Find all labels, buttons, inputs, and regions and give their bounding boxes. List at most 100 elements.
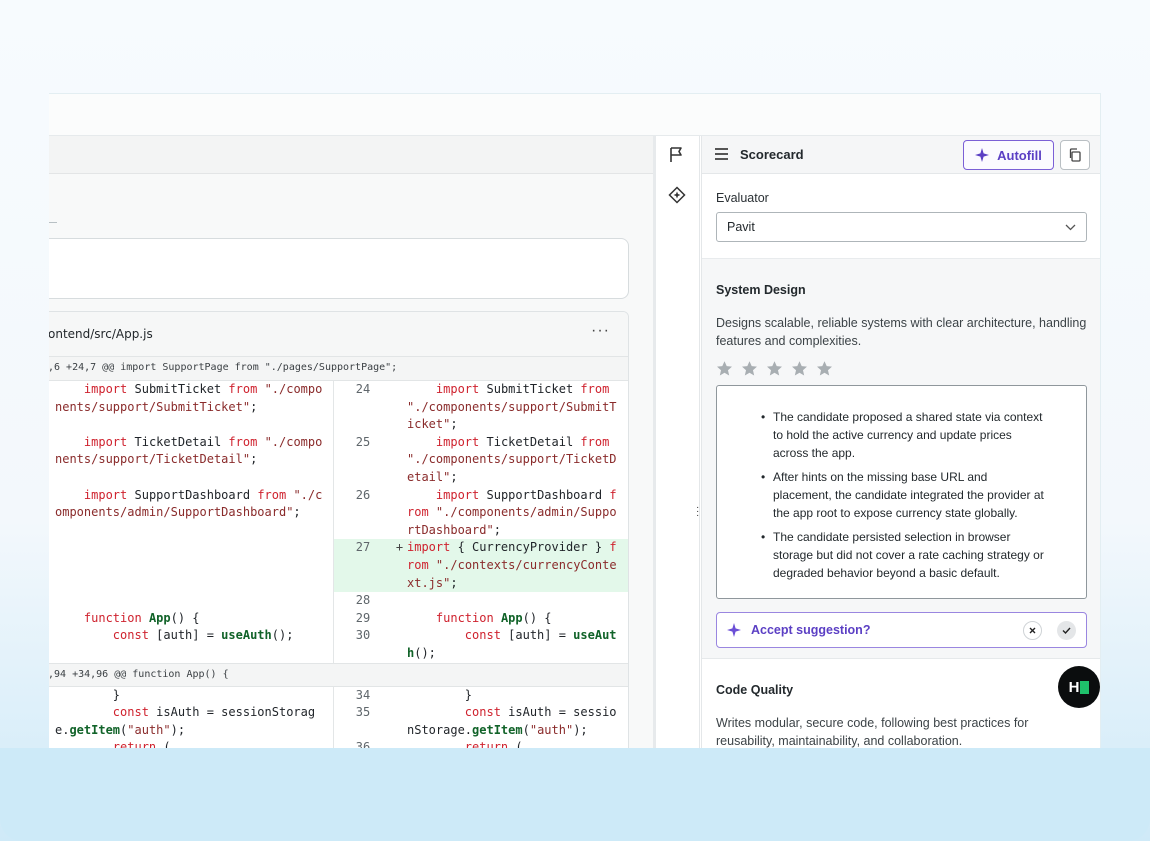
note-item: The candidate proposed a shared state vi…: [761, 408, 1046, 462]
star-rating[interactable]: [716, 360, 1087, 377]
code-line: import SupportDashboard from "./componen…: [55, 487, 323, 520]
diff-cell-new: 26 import SupportDashboard from "./compo…: [334, 487, 628, 540]
suggestion-label: Accept suggestion?: [751, 623, 871, 637]
diff-marker: [392, 627, 407, 662]
close-icon: [1029, 627, 1036, 634]
hunk-header: ,94 +34,96 @@ function App() {: [49, 662, 628, 687]
drag-handle-icon[interactable]: · · ·: [696, 502, 700, 521]
star-icon[interactable]: [716, 360, 733, 377]
code-line: import SubmitTicket from "./components/s…: [55, 382, 323, 414]
code-line: import SupportDashboard from "./componen…: [407, 487, 617, 537]
note-item: After hints on the missing base URL and …: [761, 468, 1046, 522]
diff-cell-new: 36 return (: [334, 739, 628, 748]
evaluator-section: Evaluator Pavit: [702, 174, 1100, 259]
diff-row: import SubmitTicket from "./components/s…: [49, 381, 628, 434]
diff-row: 28: [49, 592, 628, 610]
accept-suggestion-button[interactable]: [1057, 621, 1076, 640]
line-number: 29: [355, 610, 371, 625]
diff-cell-old: [49, 539, 334, 593]
evaluator-select[interactable]: Pavit: [716, 212, 1087, 242]
check-icon: [1062, 627, 1071, 634]
code-line: function App() {: [83, 610, 200, 625]
line-number: 28: [355, 593, 371, 608]
background-band: [0, 748, 1150, 841]
evaluator-value: Pavit: [727, 220, 755, 234]
line-number: 26: [355, 487, 371, 502]
note-item: The candidate persisted selection in bro…: [761, 528, 1046, 582]
chevron-down-icon: [1065, 224, 1076, 230]
app-window: ontend/src/App.js ··· ,6 +24,7 @@ import…: [49, 93, 1101, 748]
section-title: System Design: [716, 283, 806, 297]
code-line: import { CurrencyProvider } from "./cont…: [407, 540, 617, 590]
diff-row: import TicketDetail from "./components/s…: [49, 433, 628, 487]
diff-cell-old: return (: [49, 739, 334, 748]
side-toolbar: [656, 136, 700, 748]
diff-cell-new: 28: [334, 592, 628, 610]
diff-cell-new: 35 const isAuth = sessionStorage.getItem…: [334, 704, 628, 739]
diff-cell-new: 24 import SubmitTicket from "./component…: [334, 381, 628, 434]
top-bar: [49, 94, 1100, 136]
section-title: Code Quality: [716, 683, 794, 697]
flag-icon[interactable]: [668, 146, 688, 166]
code-line: [55, 539, 333, 592]
diff-row: const isAuth = sessionStorage.getItem("a…: [49, 704, 628, 740]
diff-row: return (36 return (: [49, 739, 628, 748]
diff-cell-new: 27 + import { CurrencyProvider } from "./c…: [334, 539, 628, 593]
diff-marker: +: [395, 540, 404, 555]
diff-cell-old: [49, 592, 334, 610]
divider: [49, 222, 57, 223]
code-line: [407, 592, 628, 610]
star-icon[interactable]: [791, 360, 808, 377]
autofill-button[interactable]: Autofill: [963, 140, 1054, 170]
code-line: import TicketDetail from "./components/s…: [55, 434, 323, 467]
copy-button[interactable]: [1060, 140, 1090, 170]
suggestion-bar: Accept suggestion?: [716, 612, 1087, 648]
diff-marker: [392, 687, 407, 705]
system-design-section: System Design Designs scalable, reliable…: [702, 259, 1100, 659]
code-line: const isAuth = sessionStorage.getItem("a…: [55, 705, 316, 737]
diff-row: const [auth] = useAuth(); 30 const [auth]…: [49, 627, 628, 663]
star-icon[interactable]: [816, 360, 833, 377]
diff-file-card: ontend/src/App.js ··· ,6 +24,7 @@ import…: [49, 311, 629, 748]
diff-cell-new: 30 const [auth] = useAuth();: [334, 627, 628, 662]
diff-cell-old: import SubmitTicket from "./components/s…: [49, 381, 334, 434]
file-header: ontend/src/App.js ···: [49, 312, 628, 357]
diff-marker: [392, 739, 407, 748]
menu-icon[interactable]: [715, 148, 728, 160]
diff-cell-old: const [auth] = useAuth();: [49, 627, 334, 663]
notes-textarea[interactable]: The candidate proposed a shared state vi…: [716, 385, 1087, 599]
diff-cell-old: import SupportDashboard from "./componen…: [49, 486, 334, 540]
code-pane-header: [49, 136, 655, 174]
ai-diamond-icon[interactable]: [668, 186, 688, 206]
diff-marker: [392, 381, 407, 434]
more-options-icon[interactable]: ···: [591, 322, 610, 339]
diff-cell-new: 34 }: [334, 687, 628, 705]
star-icon[interactable]: [766, 360, 783, 377]
diff-cell-old: const isAuth = sessionStorage.getItem("a…: [49, 704, 334, 740]
diff-marker: [392, 434, 407, 487]
diff-marker: [392, 610, 407, 628]
diff-row: import SupportDashboard from "./componen…: [49, 486, 628, 540]
diff-cell-old: }: [49, 686, 334, 705]
diff-rows: } 34 } const isAuth = sessionStorage.getI…: [49, 686, 628, 748]
line-number: 25: [355, 434, 371, 449]
code-review-pane: ontend/src/App.js ··· ,6 +24,7 @@ import…: [49, 136, 655, 748]
scorecard-title: Scorecard: [740, 147, 804, 162]
pane-splitter[interactable]: [653, 136, 656, 748]
reject-suggestion-button[interactable]: [1023, 621, 1042, 640]
diff-marker: [392, 592, 407, 610]
diff-marker: [392, 487, 407, 540]
line-number: 35: [355, 705, 371, 720]
code-line: const [auth] = useAuth();: [407, 628, 617, 660]
file-path: ontend/src/App.js: [49, 327, 153, 341]
line-number: 36: [355, 740, 371, 748]
brand-badge[interactable]: H: [1058, 666, 1100, 708]
hunk-header: ,6 +24,7 @@ import SupportPage from "./p…: [49, 357, 628, 381]
diff-cell-old: function App() {: [49, 609, 334, 628]
code-line: }: [55, 687, 121, 702]
diff-row: 27 + import { CurrencyProvider } from "./c…: [49, 539, 628, 593]
code-quality-section: Code Quality Writes modular, secure code…: [702, 659, 1100, 748]
section-description: Writes modular, secure code, following b…: [716, 716, 1029, 748]
comment-input[interactable]: [49, 238, 629, 299]
star-icon[interactable]: [741, 360, 758, 377]
